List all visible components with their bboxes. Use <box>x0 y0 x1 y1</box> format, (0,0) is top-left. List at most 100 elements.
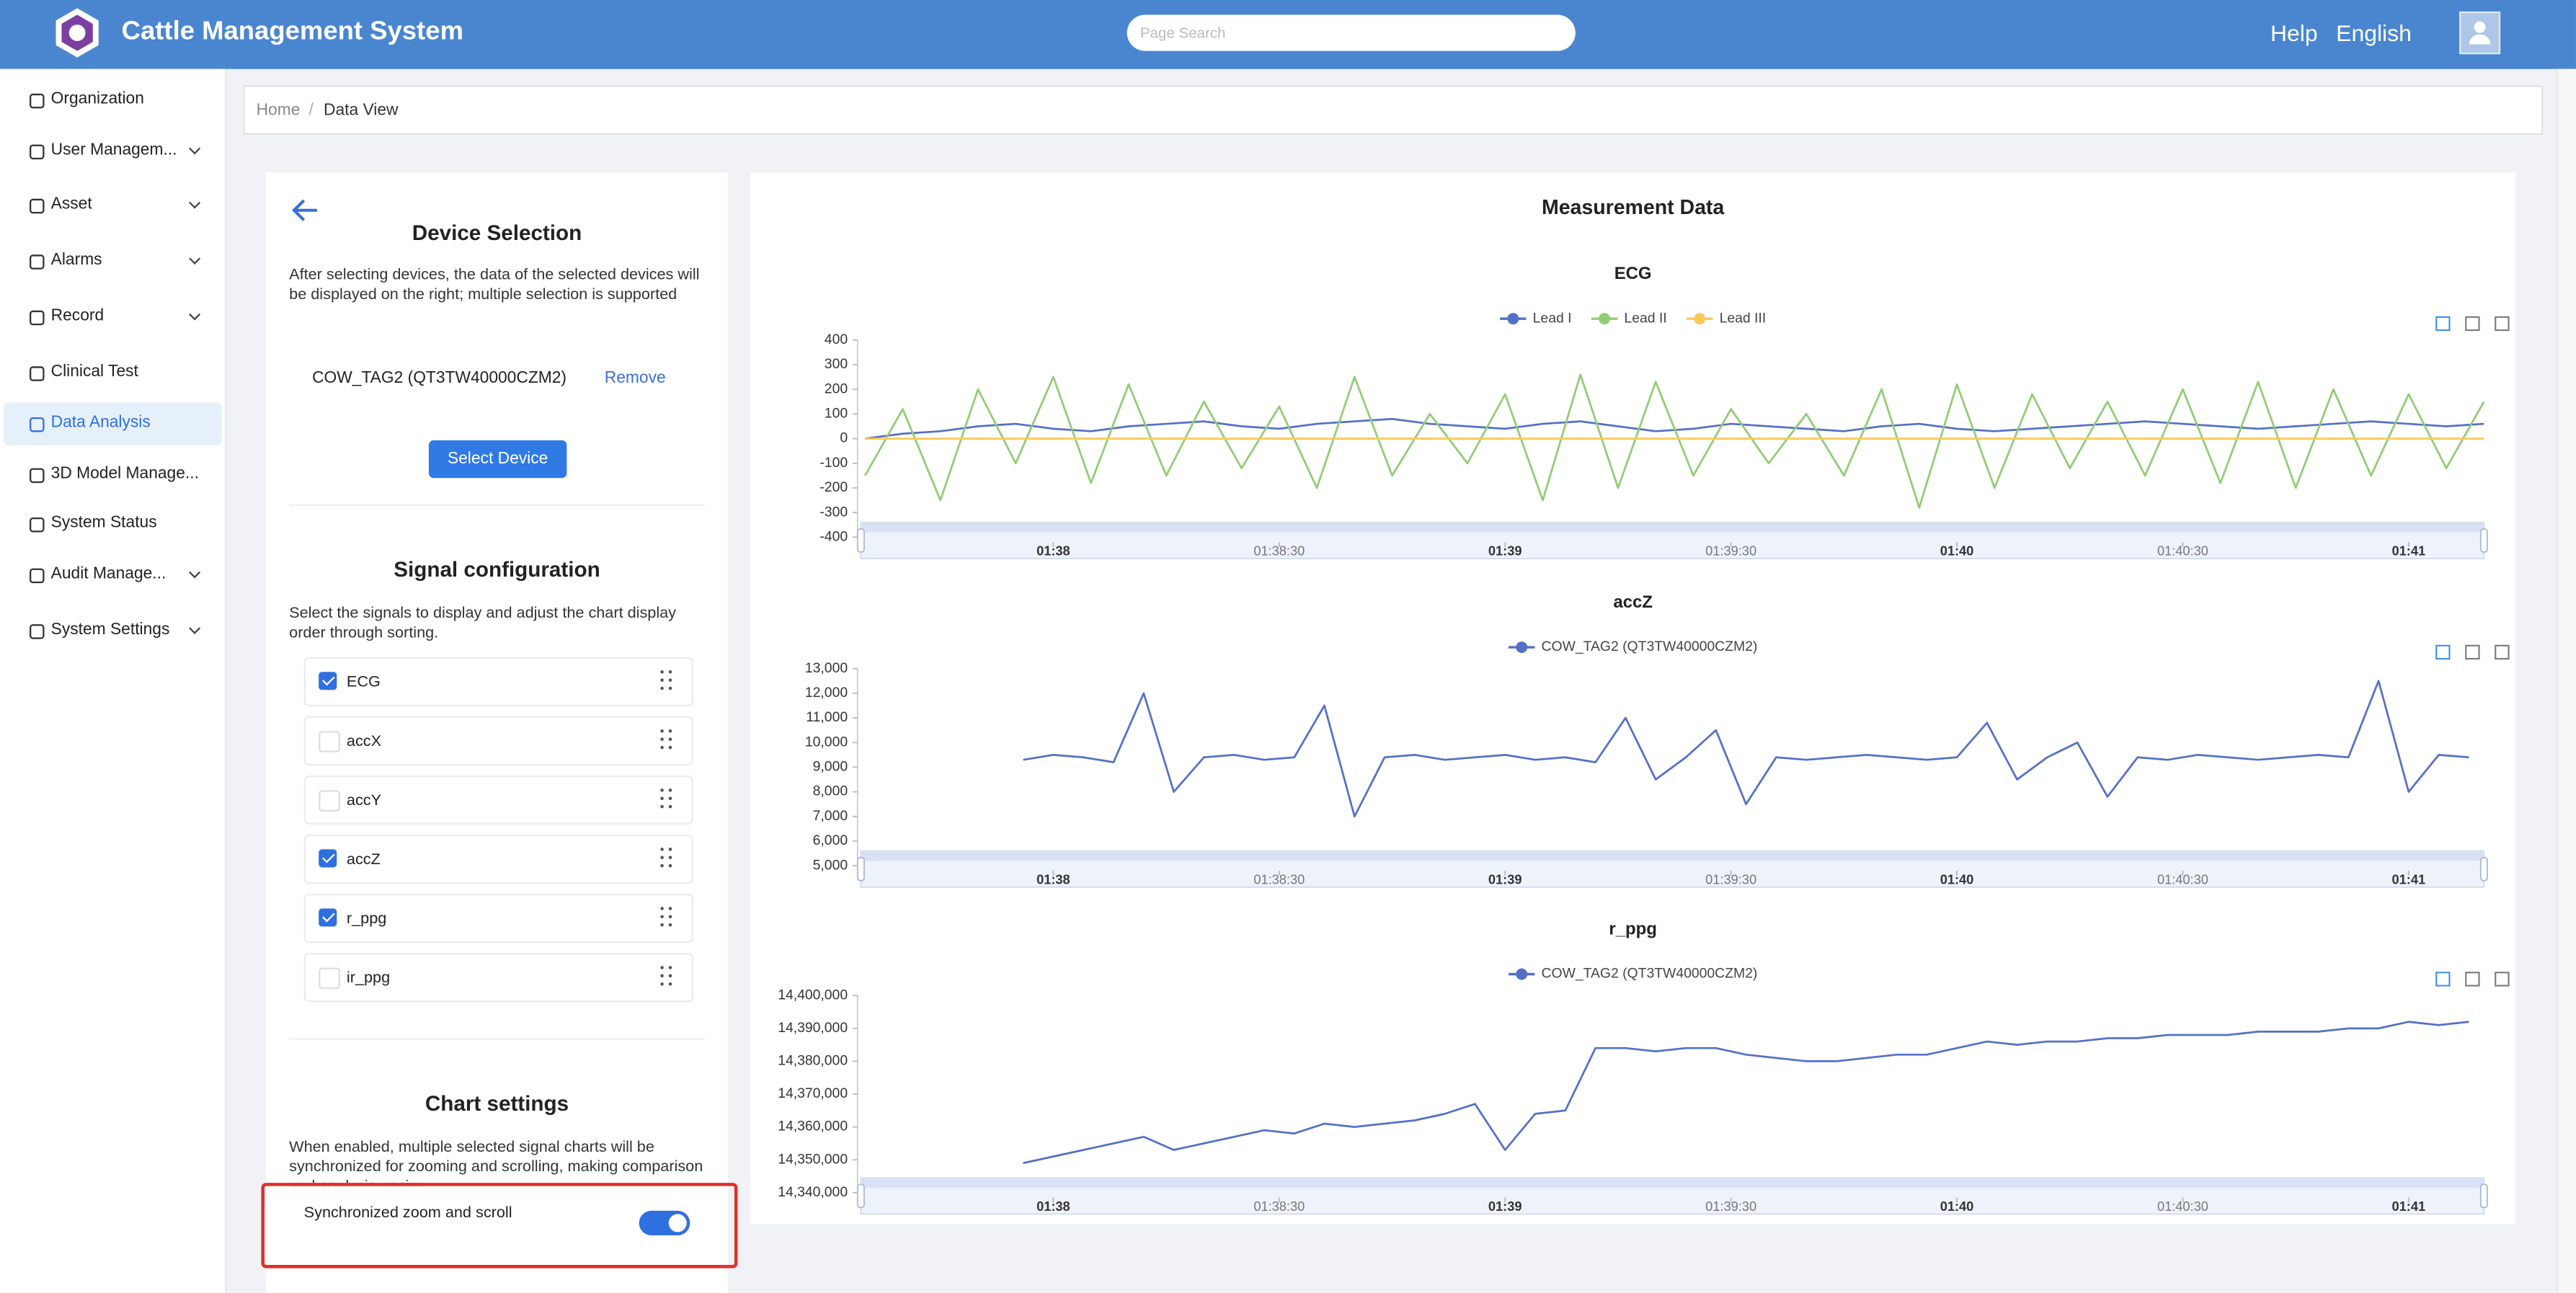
dot <box>660 788 664 792</box>
nav-item[interactable]: Clinical Test <box>4 352 222 394</box>
x-tick-label: 01:38 <box>1036 1199 1070 1214</box>
x-tick-label: 01:40 <box>1940 872 1974 887</box>
checkbox[interactable] <box>319 790 340 812</box>
breadcrumb-home[interactable]: Home <box>256 102 301 120</box>
signal-row[interactable]: ir_ppg <box>303 952 693 1003</box>
breadcrumb-current: Data View <box>324 102 399 120</box>
series-line <box>864 373 2485 509</box>
drag-handle[interactable] <box>660 788 673 812</box>
checkmark <box>321 672 334 686</box>
dot <box>660 678 664 682</box>
nav-chevron <box>189 308 201 321</box>
toolbox-button[interactable] <box>2495 316 2510 332</box>
back-arrow[interactable] <box>290 199 320 222</box>
dot <box>660 737 664 741</box>
signal-row[interactable]: accX <box>303 716 693 766</box>
signal-row[interactable]: accY <box>303 775 693 825</box>
drag-handle[interactable] <box>660 966 673 989</box>
x-tick-label: 01:40 <box>1940 1199 1974 1214</box>
nav-icon <box>30 624 45 639</box>
toolbox-button[interactable] <box>2495 972 2510 987</box>
nav-icon <box>30 568 45 584</box>
zoom-handle[interactable] <box>2479 1183 2488 1209</box>
checkbox[interactable] <box>319 849 337 868</box>
checkbox[interactable] <box>319 908 337 927</box>
nav-icon <box>30 198 45 214</box>
y-tick-label: 0 <box>840 430 848 446</box>
nav-chevron <box>189 143 201 155</box>
zoom-handle[interactable] <box>856 528 865 553</box>
signal-row[interactable]: ECG <box>303 657 693 707</box>
x-tick-label: 01:41 <box>2392 1199 2426 1214</box>
dot <box>668 966 672 969</box>
toolbox-button[interactable] <box>2435 972 2451 987</box>
dot <box>668 804 672 809</box>
drag-handle[interactable] <box>660 670 673 693</box>
legend: COW_TAG2 (QT3TW40000CZM2) <box>1508 639 1757 654</box>
x-tick-label: 01:40:30 <box>2157 872 2208 887</box>
nav-item[interactable]: Record <box>4 296 222 338</box>
nav-label: Audit Manage... <box>50 565 166 584</box>
zoom-handle[interactable] <box>2479 528 2488 553</box>
dot <box>668 982 672 986</box>
highlight-box <box>261 1183 738 1268</box>
x-tick-label: 01:41 <box>2392 872 2426 887</box>
nav-item[interactable]: 3D Model Manage... <box>4 453 222 496</box>
nav-item[interactable]: User Managem... <box>4 130 222 172</box>
nav-item[interactable]: Asset <box>4 184 222 226</box>
signal-row[interactable]: r_ppg <box>303 893 693 943</box>
select-device-button[interactable]: Select Device <box>428 440 567 479</box>
divider <box>289 1038 705 1040</box>
nav-item[interactable]: Audit Manage... <box>4 554 222 596</box>
drag-handle[interactable] <box>660 907 673 930</box>
x-tick-label: 01:39:30 <box>1705 1199 1756 1214</box>
nav-item[interactable]: Data Analysis <box>3 402 222 445</box>
drag-handle[interactable] <box>660 848 673 871</box>
charts: Measurement Data ECG -400 -300 -200 -100 0 100… <box>778 196 2510 1215</box>
toolbox-button[interactable] <box>2465 644 2480 660</box>
legend-swatch <box>1694 313 1706 325</box>
help-link[interactable]: Help <box>2270 19 2318 46</box>
toolbox-button[interactable] <box>2465 972 2480 987</box>
checkbox[interactable] <box>319 672 337 690</box>
x-tick-label: 01:38 <box>1036 543 1070 559</box>
nav-item[interactable]: System Status <box>4 502 222 545</box>
toolbox-button[interactable] <box>2465 316 2480 332</box>
checkbox[interactable] <box>319 967 340 990</box>
dot <box>668 863 672 868</box>
nav-chevron <box>189 622 201 634</box>
dot <box>668 737 672 741</box>
nav-label: Clinical Test <box>50 363 138 381</box>
signal-row[interactable]: accZ <box>303 834 693 884</box>
toggle-row: Synchronized zoom and scroll <box>266 1186 728 1236</box>
divider <box>289 504 705 507</box>
dot <box>668 670 672 674</box>
dot <box>660 982 664 986</box>
y-tick-label: 100 <box>825 405 848 421</box>
toolbox-button[interactable] <box>2435 644 2451 660</box>
nav-item[interactable]: Organization <box>4 79 222 121</box>
nav-icon <box>30 517 45 533</box>
nav-item[interactable]: System Settings <box>4 610 222 652</box>
toolbox-button[interactable] <box>2495 644 2510 660</box>
dot <box>668 923 672 927</box>
drag-handle[interactable] <box>660 729 673 752</box>
toolbox-button[interactable] <box>2435 316 2451 332</box>
y-tick-label: 400 <box>825 332 848 347</box>
search-box[interactable]: Page Search <box>1127 14 1576 51</box>
language-link[interactable]: English <box>2336 19 2412 46</box>
dot <box>660 745 664 750</box>
zoom-handle[interactable] <box>856 1183 865 1209</box>
zoom-handle[interactable] <box>2479 856 2488 881</box>
nav-item[interactable]: Alarms <box>4 240 222 283</box>
breadcrumb-bar: Home / Data View <box>243 85 2544 135</box>
toggle-switch[interactable] <box>639 1210 690 1236</box>
avatar[interactable] <box>2459 11 2501 55</box>
dot <box>668 745 672 750</box>
zoom-handle[interactable] <box>856 856 865 881</box>
section-description: Select the signals to display and adjust… <box>289 604 677 643</box>
dot <box>660 915 664 919</box>
nav-label: Record <box>50 307 105 326</box>
remove-link[interactable]: Remove <box>604 369 666 388</box>
checkbox[interactable] <box>319 731 340 752</box>
